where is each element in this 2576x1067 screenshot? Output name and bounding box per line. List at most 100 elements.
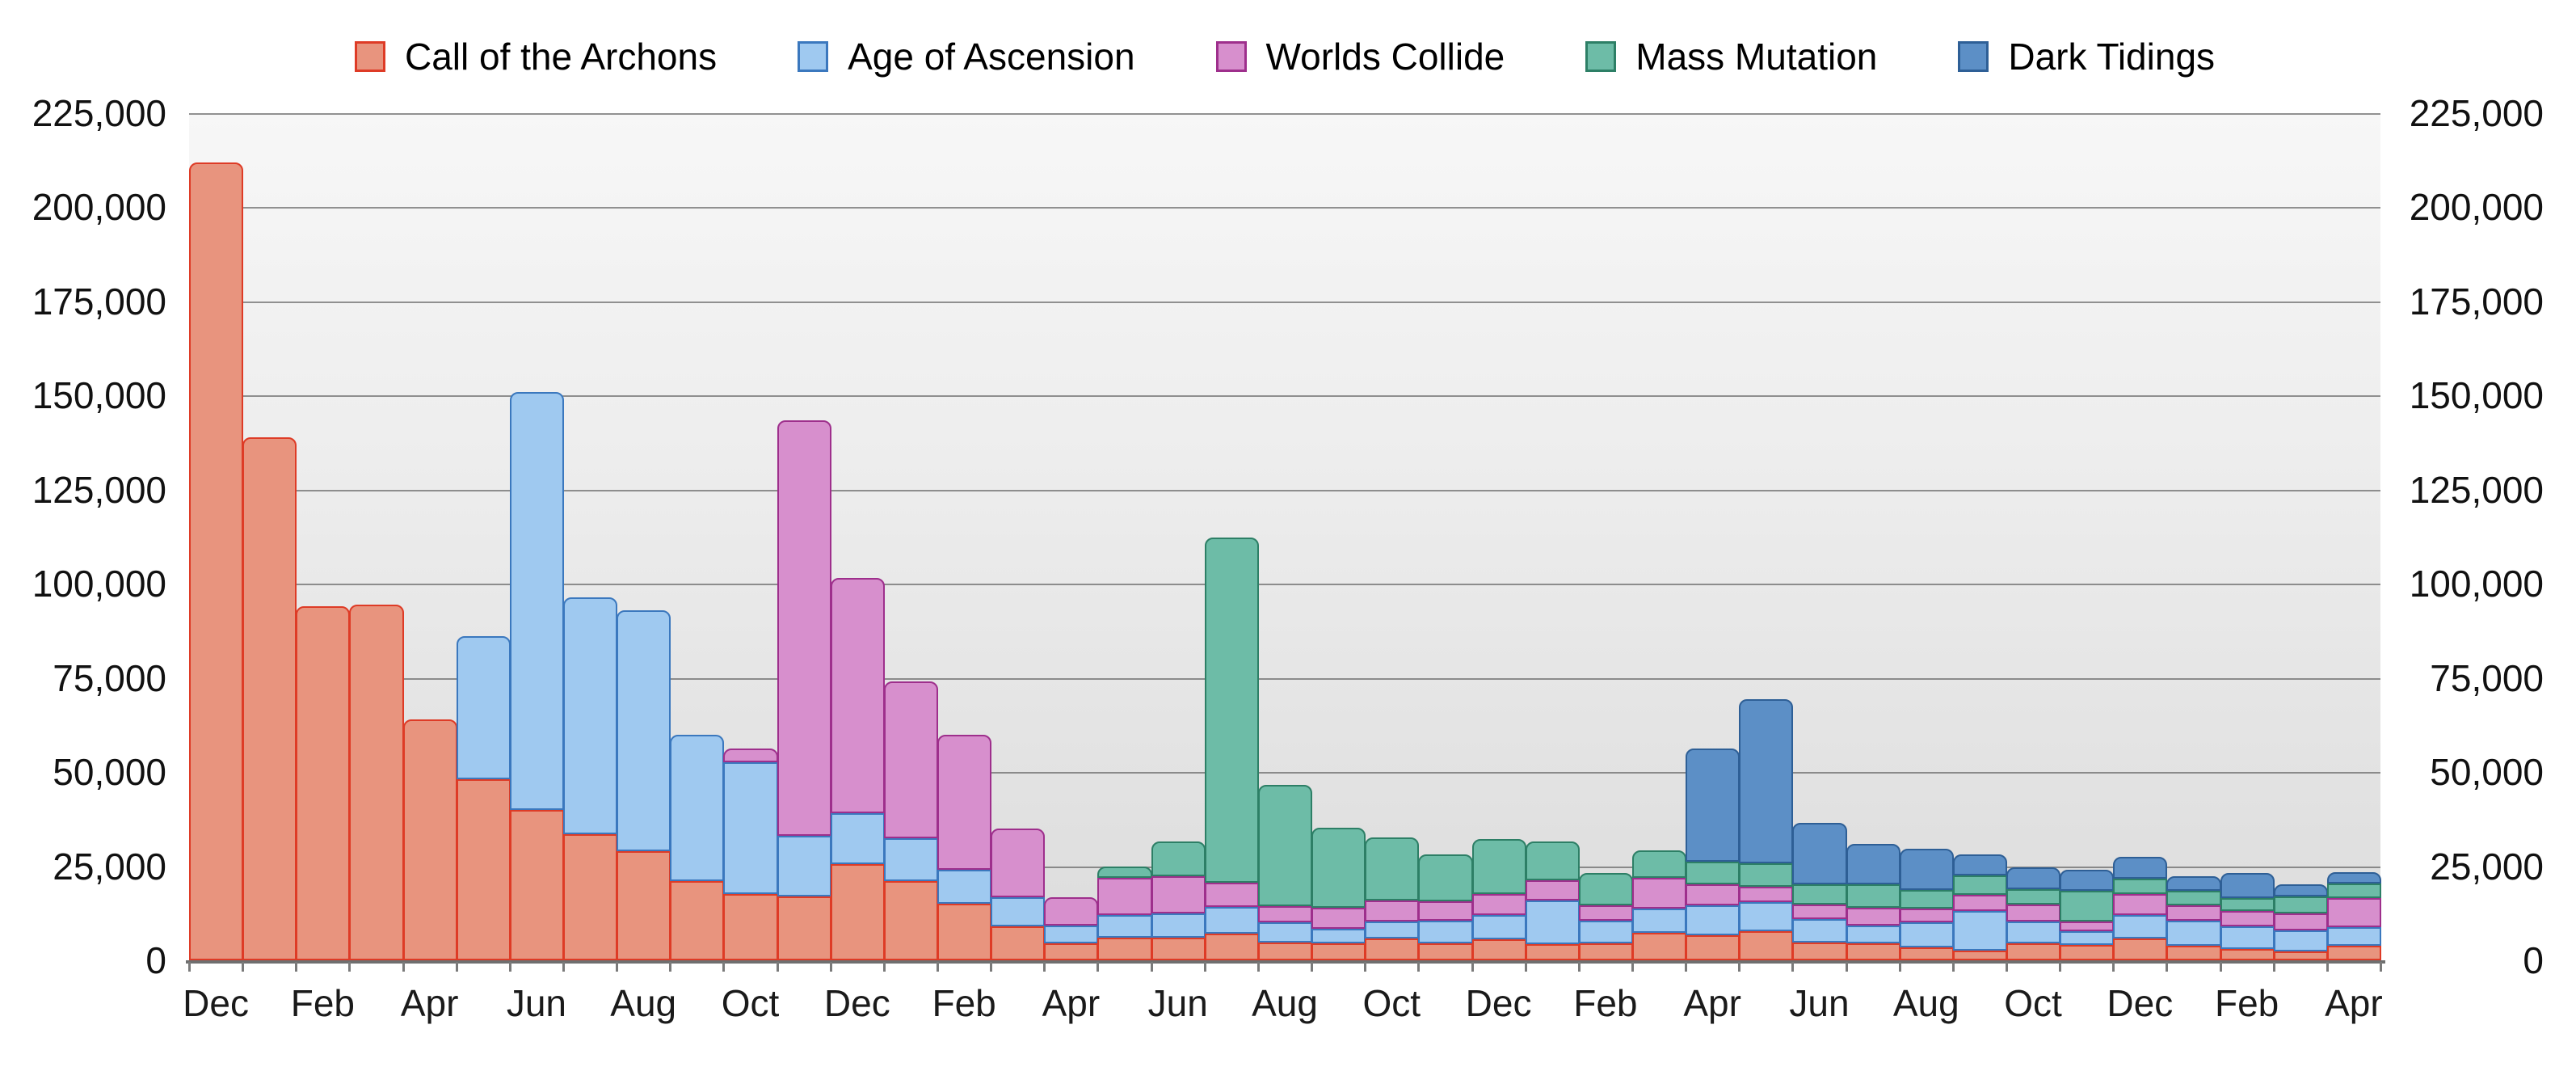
bar-segment-nov-11-age-of-ascension[interactable] [777, 836, 831, 896]
bar-segment-jul-19-call-of-the-archons[interactable] [1204, 934, 1259, 960]
bar-segment-jul-31-worlds-collide[interactable] [1846, 908, 1900, 926]
bar-segment-apr-40-call-of-the-archons[interactable] [2326, 946, 2381, 960]
bar-segment-may-29-mass-mutation[interactable] [1739, 862, 1794, 888]
bar-segment-oct-34-call-of-the-archons[interactable] [2006, 943, 2061, 960]
bar-segment-aug-20-mass-mutation[interactable] [1257, 784, 1313, 906]
bar-segment-oct-10-call-of-the-archons[interactable] [723, 894, 778, 960]
bar-segment-sep-33-age-of-ascension[interactable] [1952, 910, 2007, 951]
bar-segment-jun-30-worlds-collide[interactable] [1792, 905, 1847, 919]
bar-segment-jun-30-dark-tidings[interactable] [1792, 822, 1847, 884]
bar-segment-dec-36-call-of-the-archons[interactable] [2113, 938, 2168, 960]
bar-segment-jun-18-worlds-collide[interactable] [1151, 875, 1206, 914]
bar-segment-feb-14-call-of-the-archons[interactable] [937, 904, 992, 960]
bar-segment-nov-11-worlds-collide[interactable] [777, 420, 831, 837]
bar-segment-jan-13-call-of-the-archons[interactable] [883, 881, 939, 960]
bar-segment-feb-38-dark-tidings[interactable] [2220, 873, 2275, 899]
bar-segment-nov-23-call-of-the-archons[interactable] [1418, 943, 1473, 960]
bar-segment-mar-15-call-of-the-archons[interactable] [991, 926, 1046, 960]
bar-segment-jan-25-worlds-collide[interactable] [1525, 879, 1580, 901]
bar-segment-dec-24-mass-mutation[interactable] [1471, 838, 1526, 894]
bar-segment-oct-34-dark-tidings[interactable] [2006, 867, 2061, 889]
bar-segment-mar-15-age-of-ascension[interactable] [991, 897, 1046, 927]
legend-item-worlds-collide[interactable]: Worlds Collide [1215, 35, 1505, 78]
bar-segment-oct-10-age-of-ascension[interactable] [723, 762, 778, 895]
bar-segment-dec-36-worlds-collide[interactable] [2113, 894, 2168, 916]
bar-segment-jul-19-mass-mutation[interactable] [1204, 538, 1259, 883]
bar-segment-jul-19-age-of-ascension[interactable] [1204, 906, 1259, 934]
bar-segment-jan-37-worlds-collide[interactable] [2166, 905, 2221, 921]
bar-segment-sep-21-mass-mutation[interactable] [1311, 827, 1366, 909]
bar-segment-feb-26-age-of-ascension[interactable] [1578, 921, 1633, 943]
bar-segment-nov-23-mass-mutation[interactable] [1418, 854, 1473, 901]
bar-segment-jun-18-age-of-ascension[interactable] [1151, 913, 1206, 938]
bar-segment-aug-32-call-of-the-archons[interactable] [1899, 947, 1954, 960]
bar-segment-oct-34-worlds-collide[interactable] [2006, 905, 2061, 922]
bar-segment-may-17-mass-mutation[interactable] [1097, 867, 1152, 879]
bar-segment-jul-19-worlds-collide[interactable] [1204, 882, 1259, 907]
bar-segment-sep-33-dark-tidings[interactable] [1952, 854, 2007, 876]
bar-segment-aug-20-worlds-collide[interactable] [1257, 905, 1313, 922]
bar-segment-jul-7-age-of-ascension[interactable] [563, 597, 618, 834]
bar-segment-may-17-age-of-ascension[interactable] [1097, 914, 1152, 938]
bar-segment-jan-1-call-of-the-archons[interactable] [242, 436, 297, 960]
bar-segment-oct-34-age-of-ascension[interactable] [2006, 922, 2061, 943]
bar-segment-apr-28-dark-tidings[interactable] [1686, 749, 1740, 862]
bar-segment-jul-31-mass-mutation[interactable] [1846, 884, 1900, 909]
bar-segment-jun-18-mass-mutation[interactable] [1151, 841, 1206, 876]
bar-segment-may-17-call-of-the-archons[interactable] [1097, 937, 1152, 960]
bar-segment-feb-38-call-of-the-archons[interactable] [2220, 949, 2275, 960]
bar-segment-dec-24-call-of-the-archons[interactable] [1471, 939, 1526, 960]
legend-item-mass-mutation[interactable]: Mass Mutation [1585, 35, 1877, 78]
bar-segment-mar-39-mass-mutation[interactable] [2273, 896, 2328, 914]
bar-segment-mar-27-worlds-collide[interactable] [1631, 877, 1687, 909]
bar-segment-aug-8-call-of-the-archons[interactable] [617, 850, 671, 960]
bar-segment-dec-12-age-of-ascension[interactable] [830, 813, 885, 865]
bar-segment-sep-33-mass-mutation[interactable] [1952, 875, 2007, 895]
bar-segment-dec-24-worlds-collide[interactable] [1471, 893, 1526, 916]
bar-segment-may-29-call-of-the-archons[interactable] [1739, 931, 1794, 960]
bar-segment-feb-26-call-of-the-archons[interactable] [1578, 943, 1633, 960]
bar-segment-jul-31-call-of-the-archons[interactable] [1846, 943, 1900, 960]
bar-segment-dec-36-dark-tidings[interactable] [2113, 857, 2168, 879]
bar-segment-mar-27-call-of-the-archons[interactable] [1631, 933, 1687, 960]
bar-segment-mar-3-call-of-the-archons[interactable] [349, 604, 404, 960]
bar-segment-nov-23-age-of-ascension[interactable] [1418, 920, 1473, 943]
bar-segment-may-5-age-of-ascension[interactable] [456, 636, 511, 780]
bar-segment-mar-39-dark-tidings[interactable] [2273, 884, 2328, 897]
bar-segment-apr-28-mass-mutation[interactable] [1686, 862, 1740, 885]
bar-segment-sep-9-call-of-the-archons[interactable] [670, 881, 725, 960]
bar-segment-oct-22-mass-mutation[interactable] [1365, 837, 1420, 900]
bar-segment-may-29-dark-tidings[interactable] [1739, 699, 1794, 863]
bar-segment-nov-35-worlds-collide[interactable] [2060, 921, 2115, 932]
bar-segment-aug-32-age-of-ascension[interactable] [1899, 922, 1954, 948]
bar-segment-jun-30-call-of-the-archons[interactable] [1792, 942, 1847, 960]
bar-segment-nov-35-call-of-the-archons[interactable] [2060, 944, 2115, 960]
bar-segment-may-29-worlds-collide[interactable] [1739, 887, 1794, 903]
bar-segment-feb-26-worlds-collide[interactable] [1578, 905, 1633, 922]
bar-segment-feb-26-mass-mutation[interactable] [1578, 873, 1633, 906]
bar-segment-jun-6-call-of-the-archons[interactable] [509, 809, 565, 960]
bar-segment-jan-37-mass-mutation[interactable] [2166, 891, 2221, 906]
bar-segment-jun-30-mass-mutation[interactable] [1792, 884, 1847, 905]
bar-segment-aug-20-age-of-ascension[interactable] [1257, 922, 1313, 943]
bar-segment-may-29-age-of-ascension[interactable] [1739, 902, 1794, 932]
bar-segment-jul-7-call-of-the-archons[interactable] [563, 833, 618, 960]
bar-segment-apr-40-age-of-ascension[interactable] [2326, 926, 2381, 947]
bar-segment-mar-39-worlds-collide[interactable] [2273, 913, 2328, 930]
bar-segment-feb-14-age-of-ascension[interactable] [937, 870, 992, 905]
bar-segment-apr-28-age-of-ascension[interactable] [1686, 905, 1740, 935]
bar-segment-apr-16-call-of-the-archons[interactable] [1044, 943, 1099, 960]
bar-segment-sep-33-worlds-collide[interactable] [1952, 894, 2007, 911]
legend-item-call-of-the-archons[interactable]: Call of the Archons [354, 35, 717, 78]
bar-segment-jan-13-worlds-collide[interactable] [883, 681, 939, 838]
bar-segment-apr-28-call-of-the-archons[interactable] [1686, 934, 1740, 960]
bar-segment-may-5-call-of-the-archons[interactable] [456, 779, 511, 960]
legend-item-dark-tidings[interactable]: Dark Tidings [1958, 35, 2215, 78]
bar-segment-jan-25-mass-mutation[interactable] [1525, 841, 1580, 880]
bar-segment-mar-15-worlds-collide[interactable] [991, 828, 1046, 898]
bar-segment-apr-40-dark-tidings[interactable] [2326, 872, 2381, 884]
bar-segment-oct-22-call-of-the-archons[interactable] [1365, 938, 1420, 960]
bar-segment-feb-38-worlds-collide[interactable] [2220, 910, 2275, 926]
bar-segment-jul-31-dark-tidings[interactable] [1846, 843, 1900, 885]
bar-segment-may-17-worlds-collide[interactable] [1097, 878, 1152, 915]
